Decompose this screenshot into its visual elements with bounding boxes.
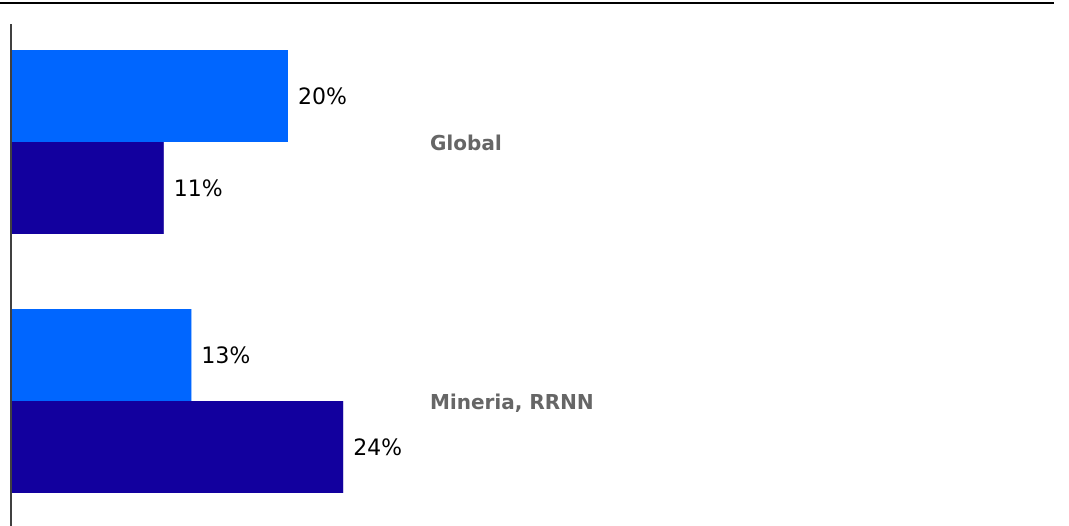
data-label: 20% <box>298 85 347 110</box>
labels-group: 20% 11% Global 13% 24% Mineria, RRNN <box>174 85 594 461</box>
category-label: Mineria, RRNN <box>430 390 594 414</box>
data-label: 24% <box>353 436 402 461</box>
bar-global-series-2 <box>12 142 164 234</box>
bar-global-series-1 <box>12 50 288 142</box>
bar-mineria-rrnn-series-1 <box>12 309 192 401</box>
bar-mineria-rrnn-series-2 <box>12 401 344 493</box>
data-label: 11% <box>174 177 223 202</box>
category-label: Global <box>430 131 502 155</box>
data-label: 13% <box>201 344 250 369</box>
bars-group <box>12 50 344 493</box>
